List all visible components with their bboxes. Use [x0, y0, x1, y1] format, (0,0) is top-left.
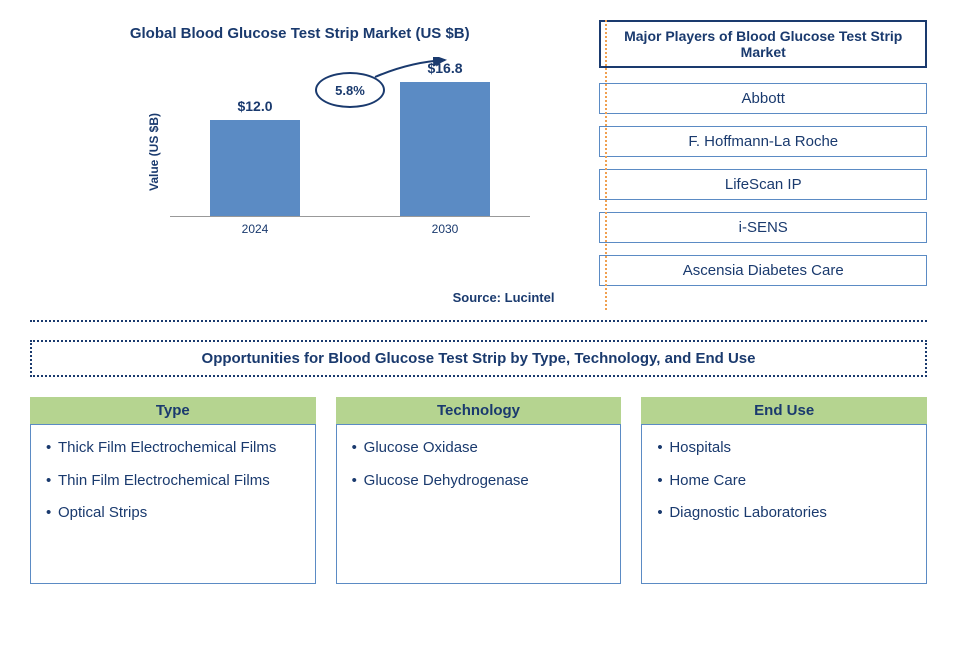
source-label: Source: Lucintel	[453, 290, 555, 305]
bar-2030: $16.8 2030	[400, 82, 490, 216]
list-item: Thick Film Electrochemical Films	[46, 437, 300, 460]
list-item: Diagnostic Laboratories	[657, 502, 911, 525]
column-type: Type Thick Film Electrochemical Films Th…	[30, 397, 316, 584]
column-body: Glucose Oxidase Glucose Dehydrogenase	[336, 424, 622, 584]
chart-area: Global Blood Glucose Test Strip Market (…	[30, 20, 569, 310]
opportunities-title: Opportunities for Blood Glucose Test Str…	[30, 340, 927, 377]
list-item: Glucose Dehydrogenase	[352, 470, 606, 493]
player-box: i-SENS	[599, 212, 927, 243]
players-title: Major Players of Blood Glucose Test Stri…	[599, 20, 927, 68]
growth-rate-oval: 5.8%	[315, 72, 385, 108]
players-area: Major Players of Blood Glucose Test Stri…	[599, 20, 927, 310]
player-box: Ascensia Diabetes Care	[599, 255, 927, 286]
list-item: Glucose Oxidase	[352, 437, 606, 460]
chart-container: Value (US $B) $12.0 2024 $16.8 2030 5.8%	[160, 62, 540, 242]
horizontal-divider	[30, 320, 927, 322]
opportunities-columns: Type Thick Film Electrochemical Films Th…	[30, 397, 927, 584]
growth-rate-text: 5.8%	[335, 83, 365, 98]
list-item: Home Care	[657, 470, 911, 493]
column-body: Hospitals Home Care Diagnostic Laborator…	[641, 424, 927, 584]
bar-label-2030: $16.8	[400, 60, 490, 76]
column-header: End Use	[641, 397, 927, 424]
list-item: Thin Film Electrochemical Films	[46, 470, 300, 493]
column-header: Type	[30, 397, 316, 424]
x-label-2030: 2030	[400, 222, 490, 236]
column-body: Thick Film Electrochemical Films Thin Fi…	[30, 424, 316, 584]
column-enduse: End Use Hospitals Home Care Diagnostic L…	[641, 397, 927, 584]
player-box: Abbott	[599, 83, 927, 114]
player-box: F. Hoffmann-La Roche	[599, 126, 927, 157]
x-label-2024: 2024	[210, 222, 300, 236]
top-section: Global Blood Glucose Test Strip Market (…	[30, 20, 927, 310]
y-axis-label: Value (US $B)	[147, 113, 161, 191]
bars-area: $12.0 2024 $16.8 2030 5.8%	[170, 82, 530, 217]
bar-2024: $12.0 2024	[210, 120, 300, 216]
list-item: Hospitals	[657, 437, 911, 460]
column-header: Technology	[336, 397, 622, 424]
bar-label-2024: $12.0	[210, 98, 300, 114]
column-technology: Technology Glucose Oxidase Glucose Dehyd…	[336, 397, 622, 584]
chart-title: Global Blood Glucose Test Strip Market (…	[30, 25, 569, 42]
player-box: LifeScan IP	[599, 169, 927, 200]
list-item: Optical Strips	[46, 502, 300, 525]
vertical-divider	[605, 20, 607, 310]
